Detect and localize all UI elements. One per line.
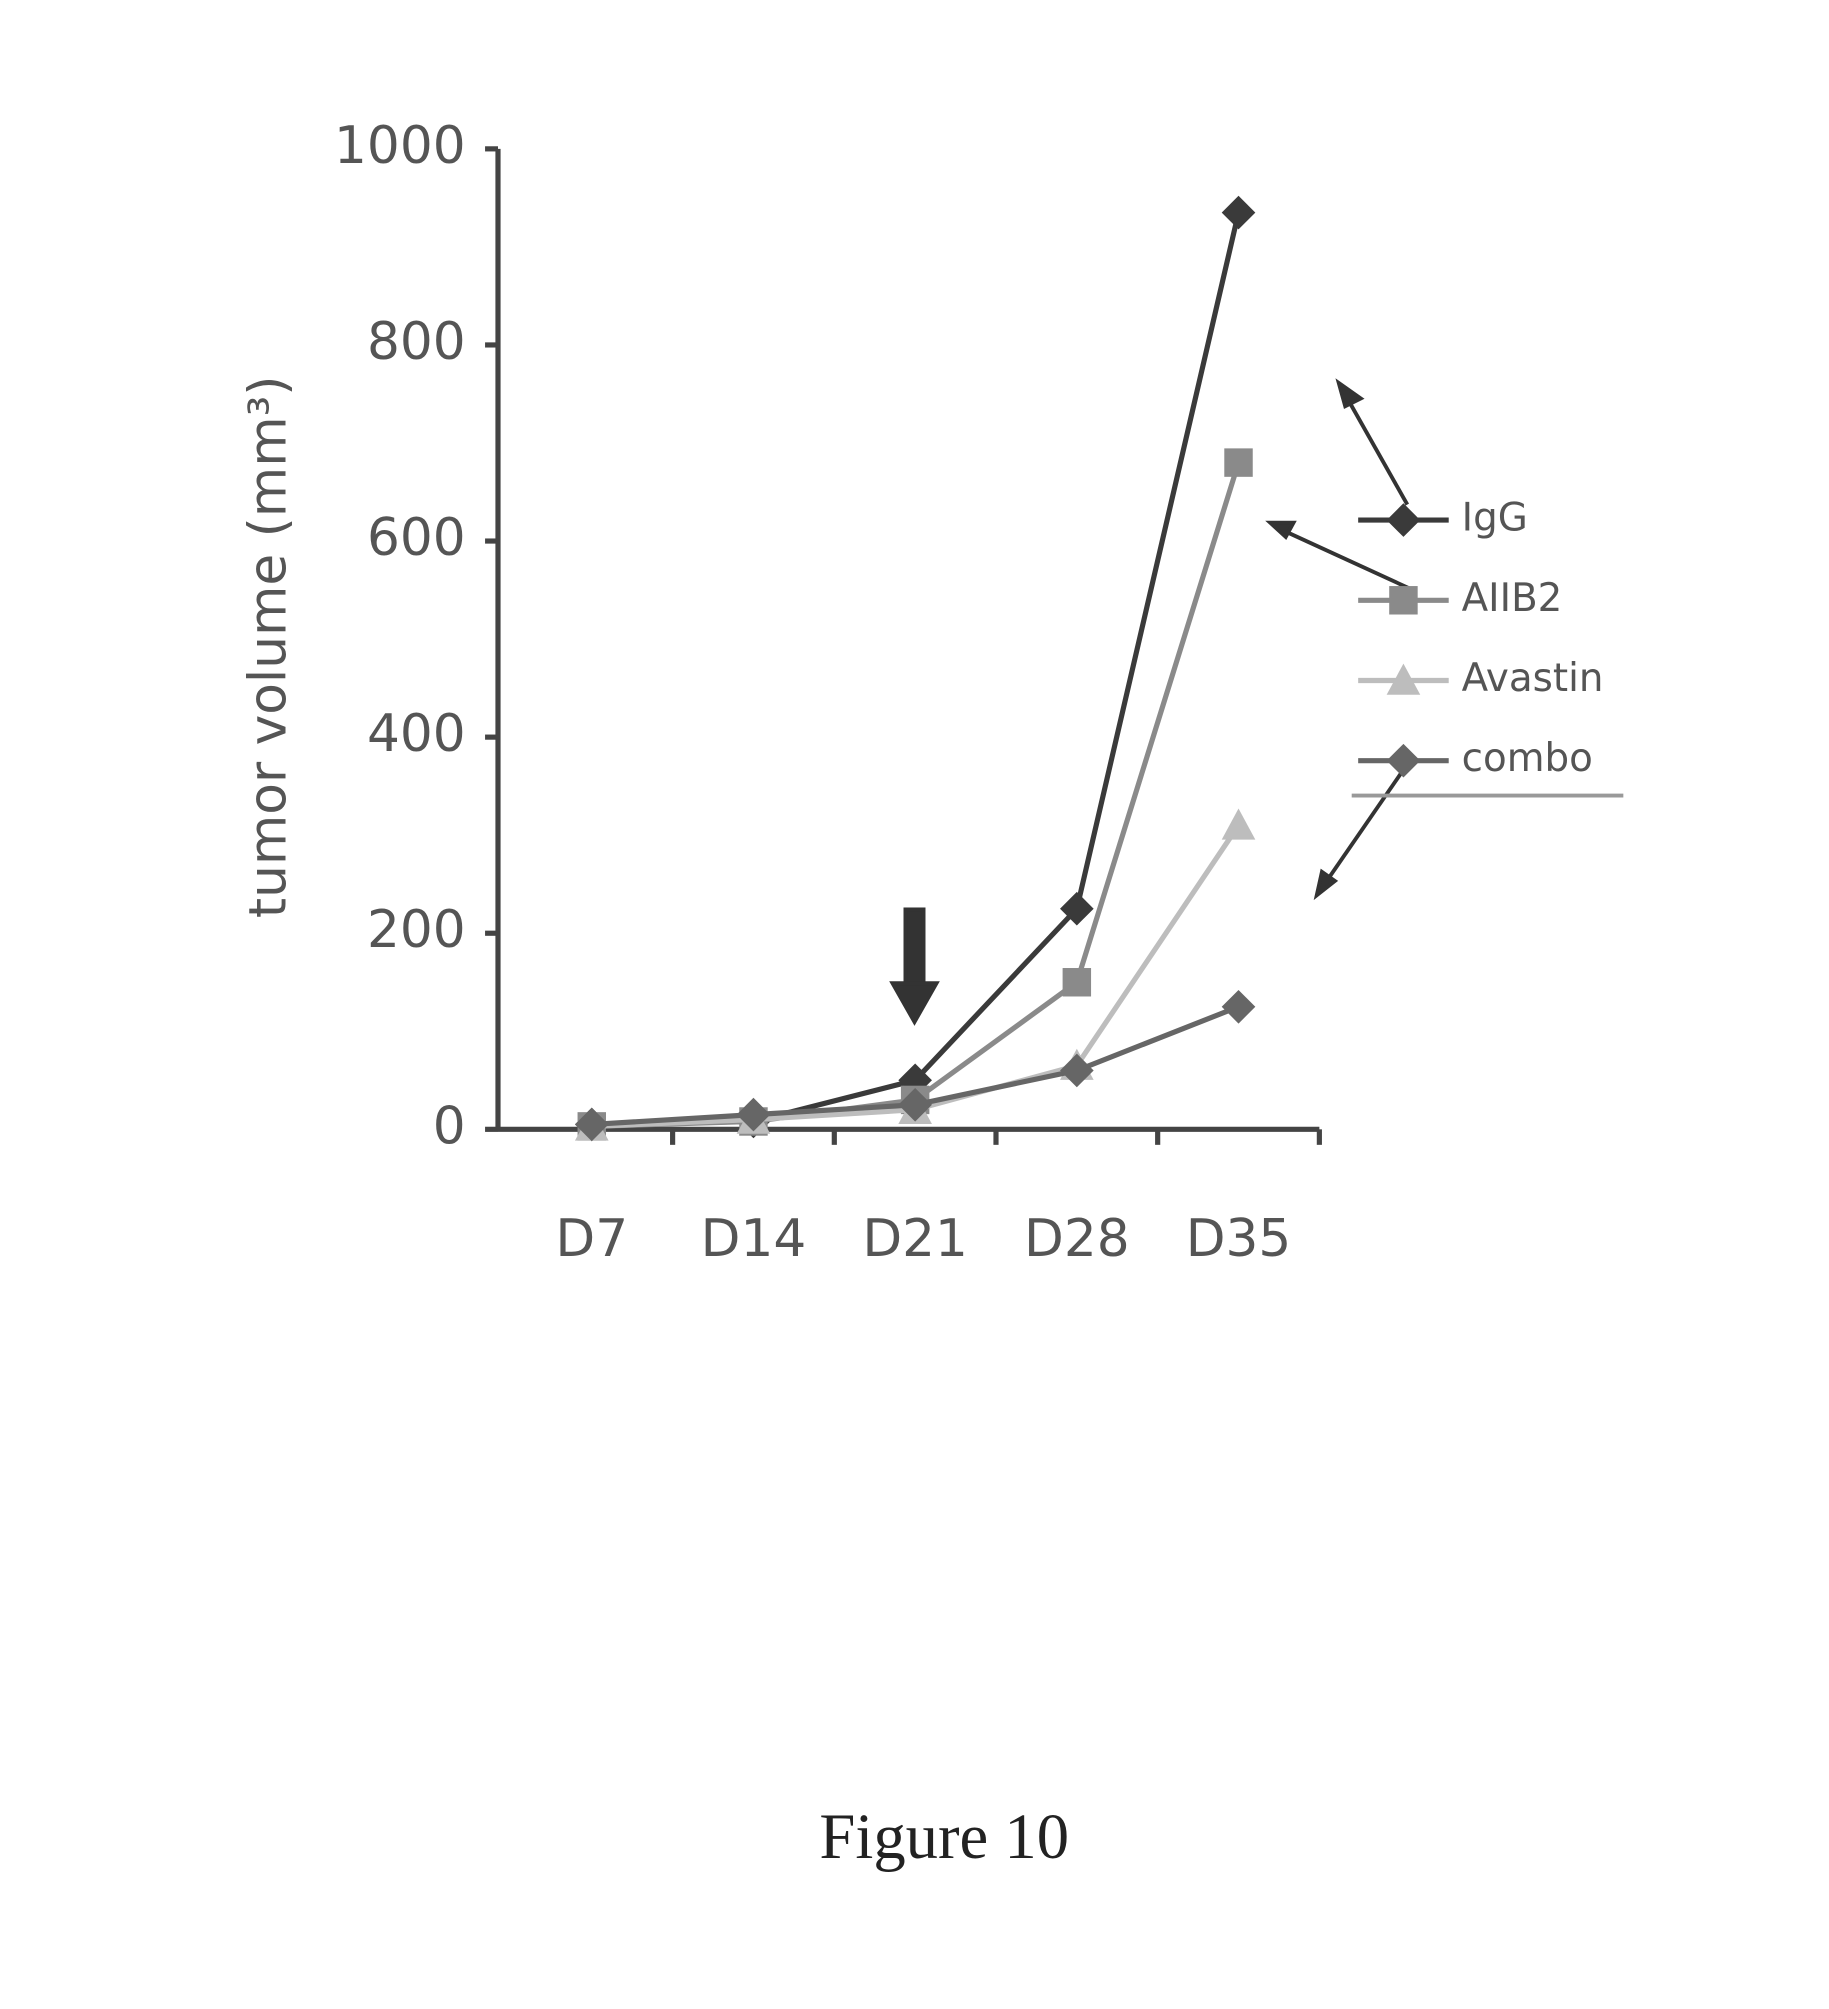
legend-label: IgG <box>1462 496 1528 541</box>
marker <box>1222 990 1256 1024</box>
x-tick-label: D35 <box>1186 1209 1292 1269</box>
marker <box>1387 744 1421 778</box>
legend-label: AIIB2 <box>1462 576 1563 621</box>
marker <box>1222 809 1256 840</box>
marker <box>1222 196 1256 230</box>
series-line <box>592 463 1239 1127</box>
y-tick-label: 1000 <box>334 116 466 176</box>
chart: tumor volume (mm³) Figure 10 0 200 400 600 8… <box>0 0 1829 2009</box>
x-tick-label: D28 <box>1024 1209 1130 1269</box>
y-tick-label: 600 <box>367 508 466 568</box>
marker <box>1224 448 1252 476</box>
marker <box>1387 503 1421 537</box>
x-tick-label: D21 <box>862 1209 968 1269</box>
y-tick-label: 0 <box>433 1096 466 1156</box>
legend-label: Avastin <box>1462 656 1604 701</box>
legend-label: combo <box>1462 736 1593 781</box>
annotation-arrows <box>893 383 1410 1022</box>
y-tick-label: 200 <box>367 900 466 960</box>
marker <box>1060 1054 1094 1088</box>
y-tick-label: 800 <box>367 312 466 372</box>
x-tick-label: D14 <box>701 1209 807 1269</box>
y-axis-label: tumor volume (mm³) <box>239 376 299 919</box>
x-tick-label: D7 <box>555 1209 628 1269</box>
figure-caption: Figure 10 <box>819 1800 1069 1872</box>
y-tick-label: 400 <box>367 704 466 764</box>
marker <box>1063 968 1091 996</box>
marker <box>1389 586 1417 614</box>
